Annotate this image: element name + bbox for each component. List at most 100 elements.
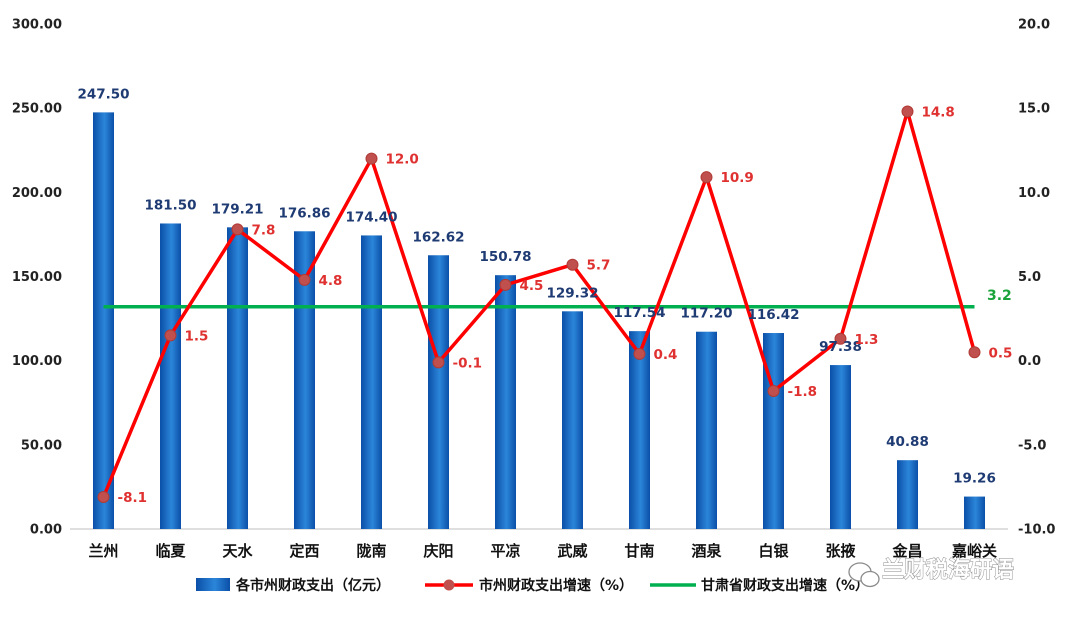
line-point bbox=[231, 223, 244, 236]
y-left-tick-label: 50.00 bbox=[21, 438, 62, 453]
bar-value-label: 117.54 bbox=[613, 305, 665, 321]
line-value-label: -8.1 bbox=[118, 490, 148, 506]
x-tick-label: 金昌 bbox=[891, 542, 922, 560]
watermark: 兰财税海研语 bbox=[848, 557, 1014, 588]
bar-value-label: 117.20 bbox=[680, 306, 732, 322]
y-right-tick-label: 5.0 bbox=[1018, 270, 1041, 285]
legend-swatch-bar bbox=[196, 578, 230, 591]
x-tick-label: 兰州 bbox=[88, 542, 118, 560]
wechat-bubble-small bbox=[860, 570, 880, 588]
bar-value-label: 181.50 bbox=[144, 197, 196, 213]
legend-label-reference: 甘肃省财政支出增速（%） bbox=[701, 577, 869, 594]
y-left-tick-label: 100.00 bbox=[12, 354, 62, 369]
bar bbox=[629, 331, 650, 529]
line-point bbox=[968, 346, 981, 359]
growth-line bbox=[101, 109, 977, 498]
x-tick-label: 甘南 bbox=[624, 542, 654, 560]
bar bbox=[93, 112, 114, 529]
line-point bbox=[365, 152, 378, 165]
x-tick-label: 武威 bbox=[557, 542, 587, 560]
bar-value-label: 129.32 bbox=[546, 285, 598, 301]
bar bbox=[495, 275, 516, 529]
y-left-tick-label: 0.00 bbox=[30, 523, 62, 538]
line-value-label: 4.8 bbox=[319, 273, 343, 289]
bar-value-label: 247.50 bbox=[77, 86, 129, 102]
x-tick-label: 定西 bbox=[289, 542, 319, 560]
line-point bbox=[499, 278, 512, 291]
axes: 0.00 50.00 100.00 150.00 200.00 250.00 300.00 -… bbox=[12, 18, 1056, 561]
data-labels-group: 247.50 181.50 179.21 176.86 174.40 162.62 150.… bbox=[77, 86, 1012, 506]
line-point bbox=[901, 105, 914, 118]
y-left-tick-label: 200.00 bbox=[12, 186, 62, 201]
line-point bbox=[566, 258, 579, 271]
line-value-label: 14.8 bbox=[922, 105, 955, 121]
x-tick-label: 白银 bbox=[758, 542, 789, 560]
bar bbox=[562, 311, 583, 529]
line-point bbox=[700, 171, 713, 184]
legend: 各市州财政支出（亿元） 市州财政支出增速（%） 甘肃省财政支出增速（%） bbox=[196, 577, 869, 594]
y-left-tick-label: 150.00 bbox=[12, 270, 62, 285]
bar bbox=[964, 496, 985, 529]
line-value-label: 0.5 bbox=[989, 345, 1013, 361]
bar bbox=[428, 255, 449, 529]
bar-value-label: 97.38 bbox=[819, 339, 862, 355]
line-point bbox=[834, 332, 847, 345]
line-value-label: -1.8 bbox=[788, 384, 818, 400]
bar-value-label: 176.86 bbox=[278, 205, 330, 221]
x-tick-label: 平凉 bbox=[490, 542, 520, 560]
bar-value-label: 116.42 bbox=[747, 307, 799, 323]
line-value-label: -0.1 bbox=[453, 355, 483, 371]
bar bbox=[696, 331, 717, 529]
line-value-label: 10.9 bbox=[721, 170, 754, 186]
x-tick-label: 张掖 bbox=[825, 542, 856, 560]
legend-swatch-marker bbox=[443, 579, 455, 591]
growth-line-group bbox=[97, 105, 981, 504]
x-tick-label: 陇南 bbox=[356, 542, 386, 560]
y-right-tick-label: -5.0 bbox=[1018, 438, 1046, 453]
x-tick-label: 酒泉 bbox=[691, 542, 722, 560]
legend-label-bar: 各市州财政支出（亿元） bbox=[235, 577, 390, 594]
line-value-label: 7.8 bbox=[252, 222, 276, 238]
x-tick-label: 天水 bbox=[222, 542, 253, 560]
bar bbox=[361, 235, 382, 529]
bar-value-label: 40.88 bbox=[886, 434, 929, 450]
bar bbox=[227, 227, 248, 529]
watermark-text: 兰财税海研语 bbox=[882, 557, 1014, 583]
line-value-label: 1.5 bbox=[185, 328, 209, 344]
bars-group bbox=[93, 112, 985, 530]
legend-label-line: 市州财政支出增速（%） bbox=[479, 577, 633, 594]
line-value-label: 12.0 bbox=[386, 152, 419, 168]
x-tick-label: 临夏 bbox=[155, 542, 186, 560]
y-right-tick-label: 10.0 bbox=[1018, 186, 1050, 201]
bar-value-label: 174.40 bbox=[345, 209, 397, 225]
line-point bbox=[633, 347, 646, 360]
y-right-tick-label: -10.0 bbox=[1018, 523, 1055, 538]
reference-value-label: 3.2 bbox=[987, 288, 1012, 304]
y-left-tick-label: 250.00 bbox=[12, 102, 62, 117]
line-value-label: 4.5 bbox=[520, 278, 544, 294]
y-right-tick-label: 0.0 bbox=[1018, 354, 1041, 369]
line-point bbox=[97, 491, 110, 504]
line-value-label: 1.3 bbox=[855, 332, 879, 348]
y-right-tick-label: 20.0 bbox=[1018, 18, 1050, 33]
y-left-tick-label: 300.00 bbox=[12, 18, 62, 33]
x-tick-label: 庆阳 bbox=[423, 542, 453, 560]
line-value-label: 0.4 bbox=[654, 347, 678, 363]
wechat-icon bbox=[848, 562, 880, 588]
x-tick-label: 嘉峪关 bbox=[951, 542, 997, 560]
bar-value-label: 150.78 bbox=[479, 249, 531, 265]
line-point bbox=[298, 273, 311, 286]
bar-value-label: 179.21 bbox=[211, 201, 263, 217]
line-point bbox=[164, 329, 177, 342]
bar-value-label: 19.26 bbox=[953, 471, 996, 487]
bar bbox=[160, 223, 181, 529]
line-point bbox=[767, 384, 780, 397]
bar bbox=[830, 365, 851, 529]
line-value-label: 5.7 bbox=[587, 258, 611, 274]
y-right-tick-label: 15.0 bbox=[1018, 102, 1050, 117]
line-point bbox=[432, 356, 445, 369]
bar-value-label: 162.62 bbox=[412, 229, 464, 245]
bar bbox=[763, 333, 784, 529]
